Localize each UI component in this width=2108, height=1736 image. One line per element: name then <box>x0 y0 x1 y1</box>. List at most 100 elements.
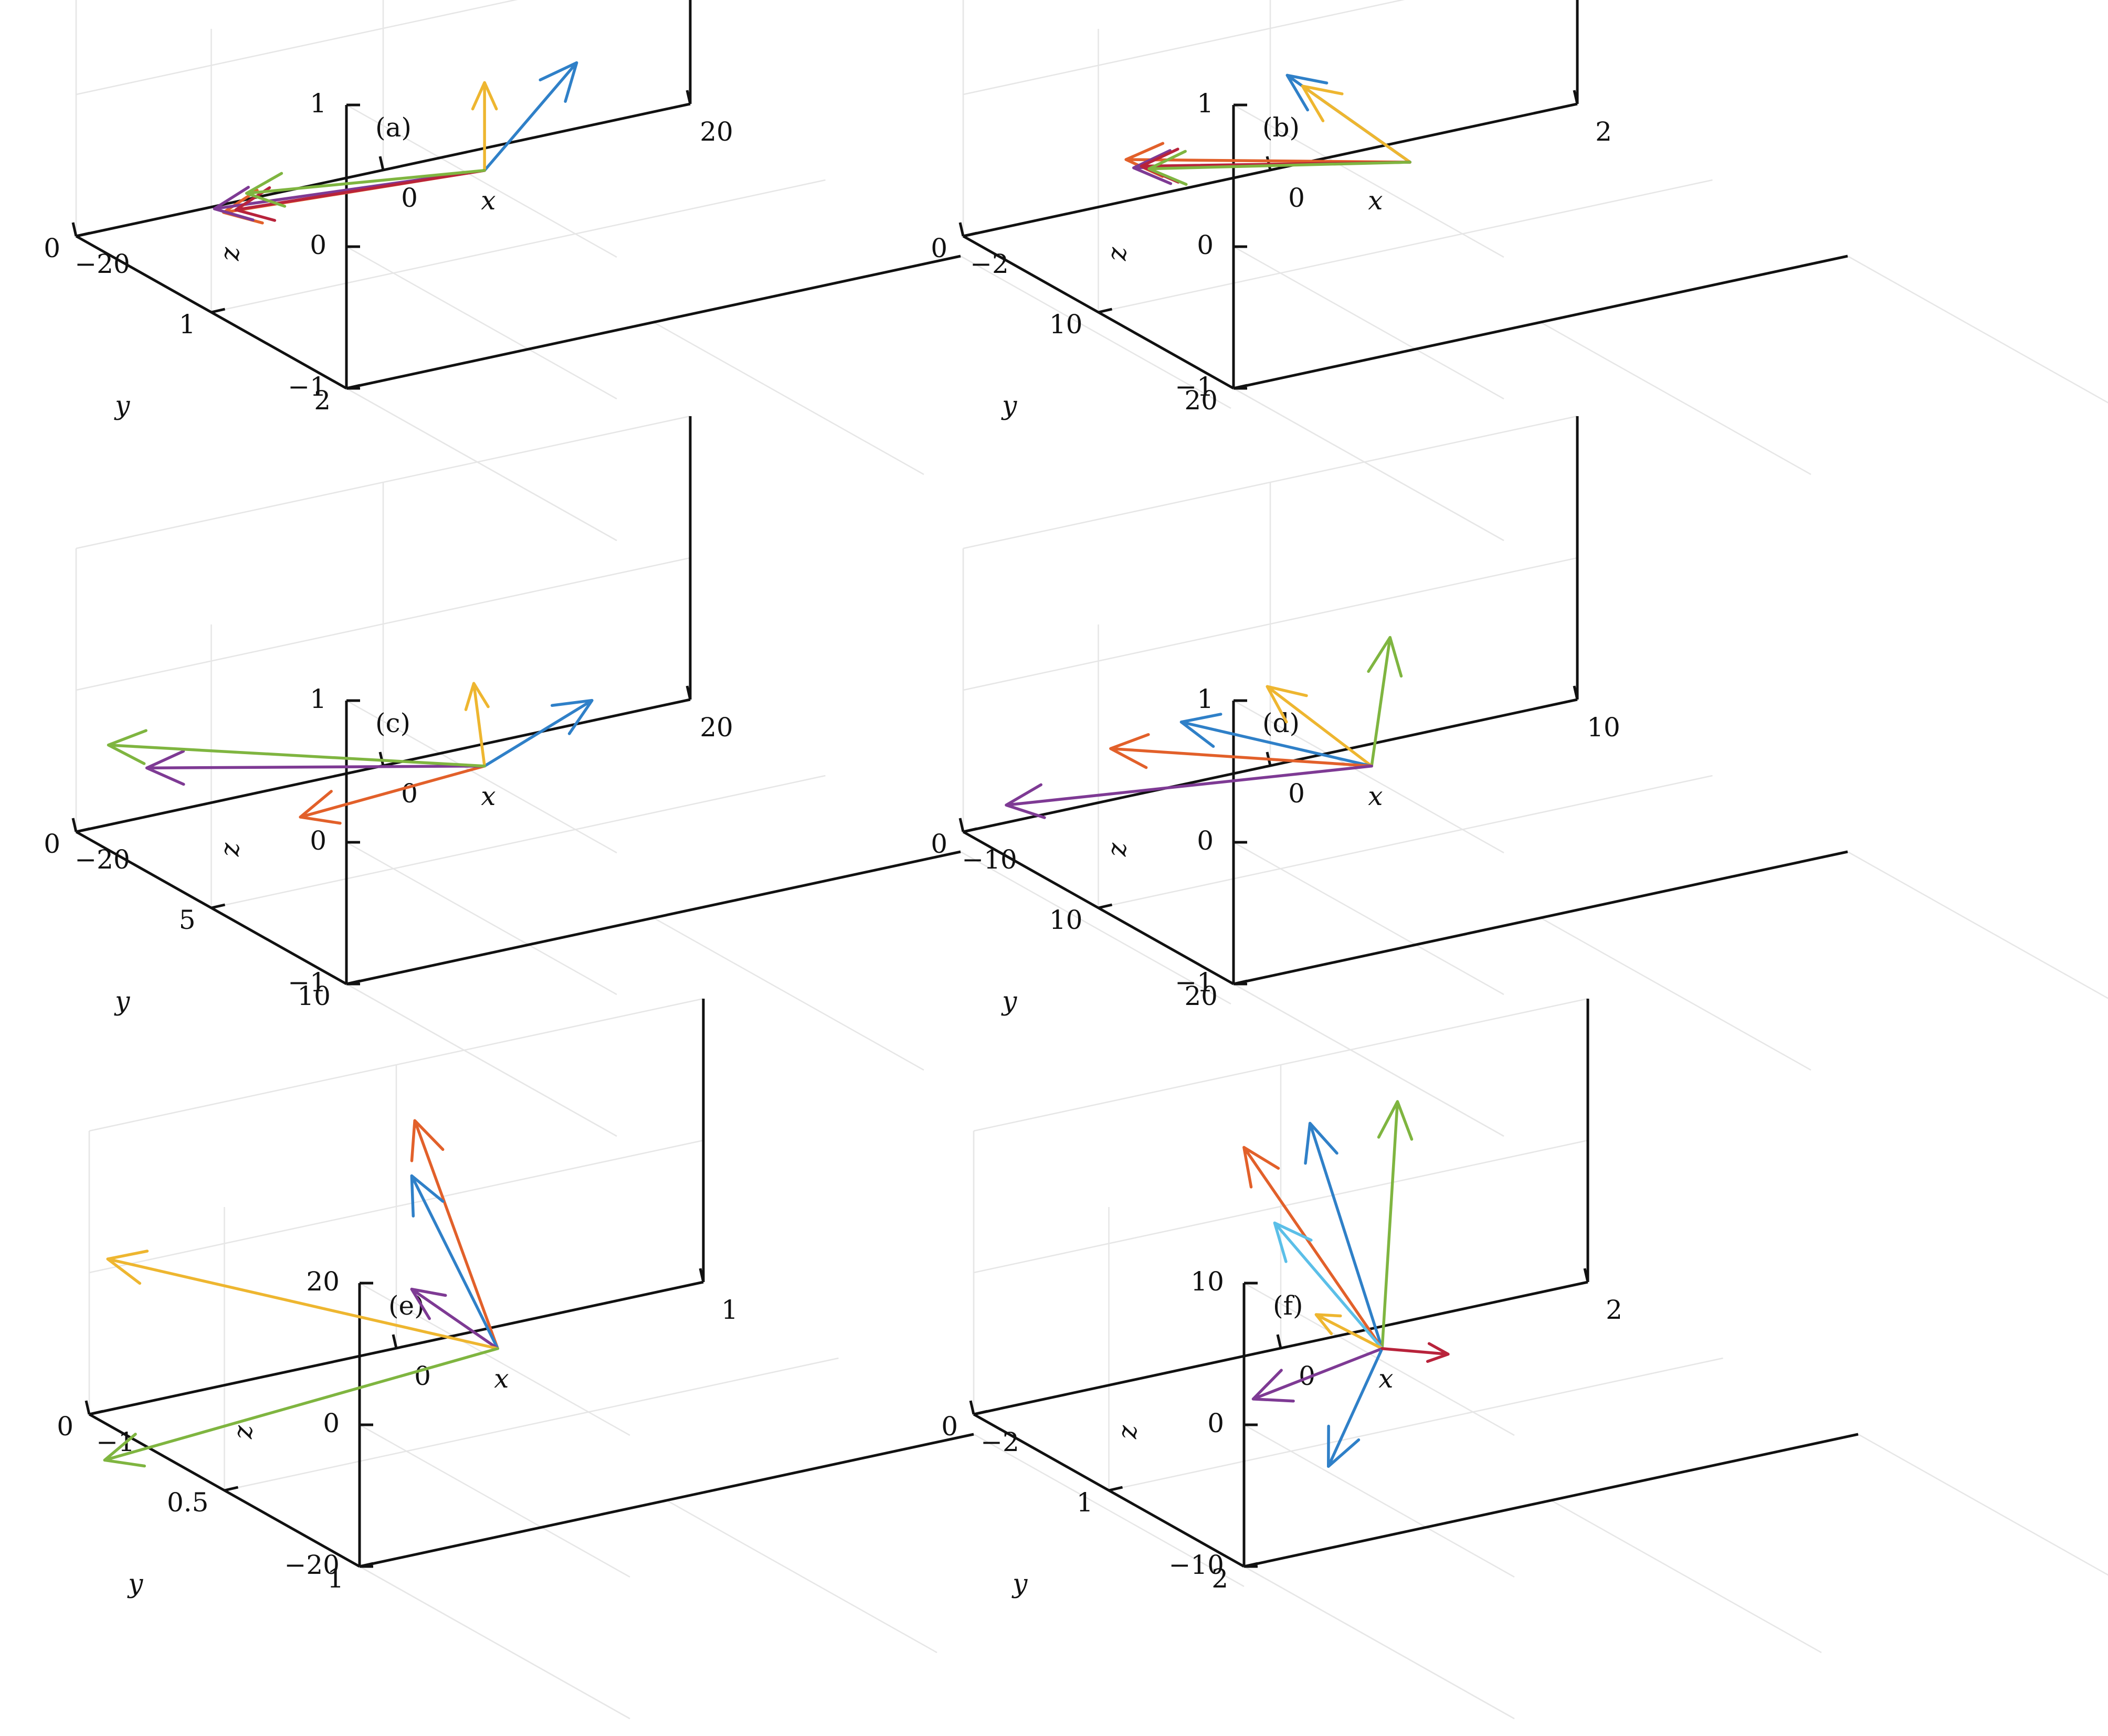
x-tick <box>85 1400 91 1415</box>
x-tick-label: 10 <box>1587 712 1620 743</box>
grid-line <box>653 917 924 1071</box>
x-tick <box>686 90 692 104</box>
axes <box>75 0 961 390</box>
z-axis-label: z <box>1112 1425 1143 1439</box>
y-tick-label: 2 <box>314 385 331 416</box>
x-tick <box>71 818 78 832</box>
x-tick-label: 0 <box>1288 778 1305 809</box>
x-tick-label: 0 <box>401 778 418 809</box>
vector-orange <box>1109 733 1373 769</box>
vector-yellow <box>1314 1313 1384 1350</box>
vectors <box>1005 636 1403 819</box>
vector-blue <box>483 61 578 172</box>
y-tick-label: 0.5 <box>167 1487 209 1518</box>
y-axis-label: y <box>127 1569 143 1599</box>
grid-line <box>1551 1499 1822 1654</box>
grid <box>75 415 1231 1137</box>
axes <box>75 416 961 986</box>
grid-line <box>1233 246 1504 400</box>
x-tick <box>1573 685 1579 700</box>
y-axis-label: y <box>1001 390 1017 421</box>
y-tick <box>1098 308 1113 314</box>
z-tick-label: 0 <box>1207 1408 1224 1438</box>
y-axis-label: y <box>114 390 130 421</box>
grid-line <box>76 0 518 96</box>
grid-line <box>346 104 617 258</box>
z-tick-label: −20 <box>284 1550 340 1580</box>
vector-blue <box>410 1174 499 1350</box>
z-tick-label: −1 <box>288 372 326 402</box>
z-tick-label: 0 <box>323 1408 340 1438</box>
x-tick <box>699 1268 705 1283</box>
grid-line <box>346 387 617 542</box>
vector-green <box>1367 636 1403 768</box>
z-tick-label: −1 <box>1175 372 1214 402</box>
grid-line <box>1243 1282 1515 1436</box>
panel-label: (c) <box>375 708 410 738</box>
x-axis-label: x <box>494 1363 509 1394</box>
x-axis-label: x <box>481 185 496 216</box>
y-tick <box>76 231 90 238</box>
y-tick-label: 0 <box>941 1411 958 1442</box>
grid-line <box>89 998 704 1132</box>
x-tick <box>392 1334 398 1349</box>
z-tick-label: 0 <box>310 230 326 260</box>
grid-line <box>1098 775 1713 909</box>
axes <box>973 999 1859 1568</box>
z-tick-label: 1 <box>1197 684 1214 714</box>
z-tick-label: 0 <box>310 825 326 856</box>
x-tick-label: −2 <box>981 1427 1019 1457</box>
z-tick-label: 1 <box>310 684 326 714</box>
x-tick-label: 0 <box>414 1361 431 1391</box>
y-tick-label: 0 <box>44 233 60 263</box>
ticks: −20 0 20 0 1 2−1 0 1 <box>44 88 733 416</box>
x-axis-line <box>1233 850 1848 986</box>
grid-line <box>666 1499 937 1654</box>
y-axis-label: y <box>1011 1569 1028 1599</box>
grid <box>88 998 1245 1720</box>
vector-purple <box>1251 1347 1384 1403</box>
grid-line <box>211 179 826 313</box>
x-tick <box>1276 1334 1282 1349</box>
y-tick-label: 0 <box>931 829 947 859</box>
grid-line <box>960 851 1231 1005</box>
z-tick-label: 10 <box>1190 1266 1224 1297</box>
vector-orange <box>410 1119 499 1350</box>
y-tick <box>76 827 90 833</box>
grid-line <box>1233 104 1504 258</box>
grid-line <box>76 415 691 549</box>
x-tick-label: 20 <box>700 117 733 147</box>
vectors <box>1242 1100 1450 1468</box>
grid-line <box>973 998 1588 1132</box>
grid-line <box>1233 387 1504 542</box>
x-tick <box>1583 1268 1589 1283</box>
x-axis-label: x <box>1368 185 1383 216</box>
vector-green <box>245 169 486 208</box>
grid-line <box>960 255 1231 409</box>
vector-blue <box>1179 713 1373 768</box>
grid-line <box>359 1565 630 1720</box>
x-tick-label: 0 <box>1288 183 1305 213</box>
vectors <box>1124 73 1411 186</box>
grid-line <box>1243 1565 1515 1720</box>
vector-green <box>1147 150 1411 186</box>
grid-line <box>1540 321 1811 475</box>
axes <box>962 0 1848 390</box>
panel-label: (b) <box>1262 112 1300 143</box>
vectors <box>107 682 594 825</box>
x-axis-line <box>1233 255 1848 390</box>
y-tick-label: 0 <box>44 829 60 859</box>
axes <box>962 416 1848 986</box>
z-tick-label: 0 <box>1197 825 1214 856</box>
grid-line <box>963 0 1405 96</box>
x-tick-label: −10 <box>962 844 1017 875</box>
x-tick <box>378 156 385 171</box>
y-tick-label: 20 <box>1184 981 1218 1011</box>
vector-purple <box>145 749 486 786</box>
vector-yellow <box>1266 685 1373 768</box>
